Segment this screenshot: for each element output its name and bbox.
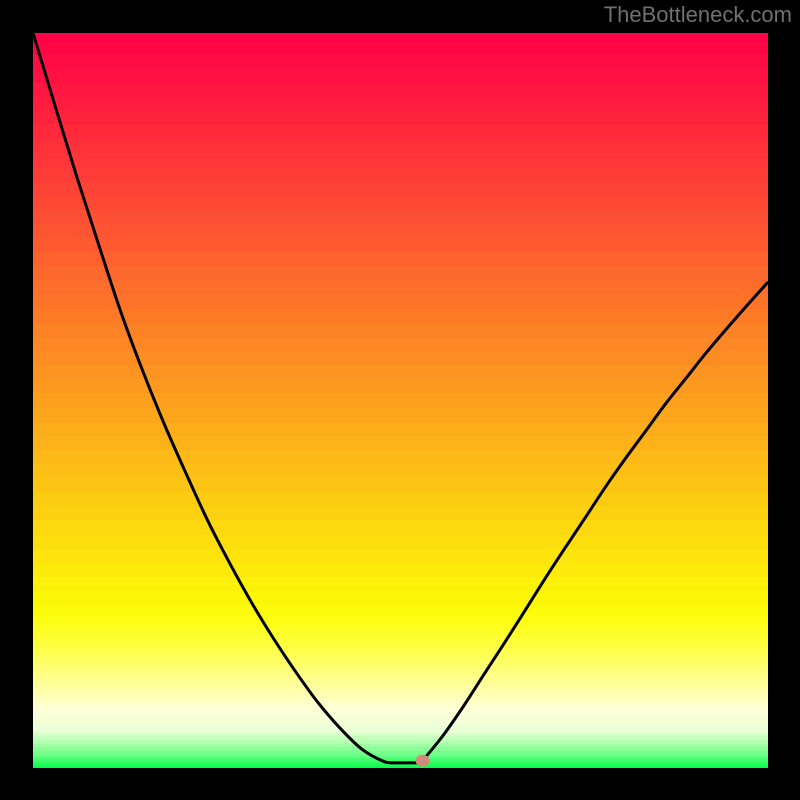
chart-plot-area [33,33,768,768]
chart-minimum-marker [33,33,768,768]
watermark-text: TheBottleneck.com [604,2,792,28]
minimum-marker-dot [416,755,430,767]
